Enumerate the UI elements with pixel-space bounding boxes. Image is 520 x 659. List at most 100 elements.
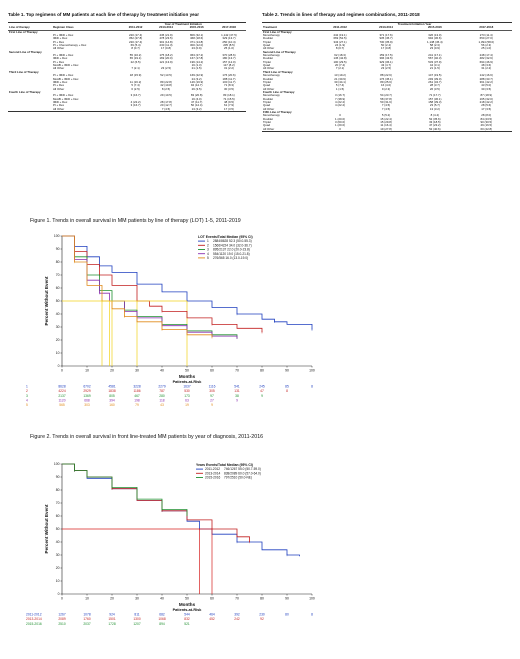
x-tick-label: 40 bbox=[160, 369, 164, 373]
value-cell: 167 (17.8) bbox=[190, 56, 204, 61]
table-row: Triplet 100 (29.5) 329 (36.1) 533 (37.9) 694… bbox=[262, 59, 512, 64]
x-tick-label: 20 bbox=[110, 597, 114, 601]
table-row: MoAB + IMiD + Dex 24 (3.2) 188 (11.7) bbox=[8, 77, 246, 81]
x-axis-label: Months bbox=[179, 374, 196, 379]
table-row: Triplet 30 (44.1) 89 (25.6) 261 (34.7) 361 (… bbox=[262, 79, 512, 84]
value-cell: 22 (6.5) bbox=[130, 59, 141, 64]
value-cell: 4 (22.2) bbox=[335, 99, 346, 104]
value-cell: 71 (15.5) bbox=[223, 96, 235, 101]
table2-group-header: Treatment Initiation Year bbox=[317, 22, 512, 27]
value-cell: 300 (12.0) bbox=[190, 43, 204, 48]
value-cell: 1,394 (58.0) bbox=[478, 39, 495, 44]
x-tick-label: 80 bbox=[260, 597, 264, 601]
y-tick-label: 90 bbox=[56, 475, 60, 479]
y-tick-label: 70 bbox=[56, 501, 60, 505]
at-risk-value: 303 bbox=[84, 403, 90, 407]
regimen-cell: Doublet bbox=[263, 76, 273, 81]
at-risk-value: 1369 bbox=[83, 394, 91, 398]
at-risk-value: 19 bbox=[185, 403, 189, 407]
table-row: Doublet 145 (42.8) 396 (43.5) 567 (40.3) 482… bbox=[262, 56, 512, 61]
at-risk-value: 6702 bbox=[83, 385, 91, 389]
at-risk-value: 92 bbox=[260, 617, 264, 621]
legend-label: 2013-2014 bbox=[205, 471, 220, 475]
table-row: IMiD + Dex 11 (16.2) 89 (22.8) 126 (16.9) 10… bbox=[8, 80, 246, 84]
value-cell: 6 (2.5) bbox=[131, 86, 140, 91]
value-cell: 30 (3.5) bbox=[481, 86, 492, 91]
regimen-cell: PI + IMiD + Dex bbox=[52, 53, 74, 58]
value-cell: 5 (7.4) bbox=[335, 83, 345, 88]
value-cell: 56 (2.3) bbox=[481, 43, 492, 48]
at-risk-value: 242 bbox=[234, 617, 240, 621]
value-cell: 273 (11.4) bbox=[479, 33, 493, 38]
table2-column-header: 2015-2016 bbox=[409, 26, 461, 31]
table-row: All Other 0 19 (27.8) 52 (40.6) 60 (22.8) bbox=[262, 127, 512, 132]
x-tick-label: 90 bbox=[285, 369, 289, 373]
value-cell: 89 (25.6) bbox=[380, 79, 392, 84]
value-cell: 50 (31.6) bbox=[380, 99, 392, 104]
value-cell: 147 (19.5) bbox=[428, 73, 442, 78]
table-row: PI + IMiD + Dex 55 (16.2) 175 (18.2) 363 (2… bbox=[8, 53, 246, 58]
value-cell: 248 (17.4) bbox=[479, 53, 493, 58]
legend-value: 895/2137 22.0 (20.0-23.8) bbox=[213, 248, 250, 252]
x-tick-label: 100 bbox=[309, 597, 315, 601]
value-cell: 61 (7.9) bbox=[223, 103, 234, 108]
at-risk-value: 787 bbox=[159, 389, 165, 393]
regimen-cell: Quad bbox=[263, 83, 271, 88]
table-row: IMiD + Dex 352 (27.8) 478 (23.5) 468 (18.6)… bbox=[8, 37, 246, 41]
value-cell: 293 (39.0) bbox=[428, 76, 442, 81]
value-cell: 58 (2.3) bbox=[429, 43, 440, 48]
at-risk-value: 8 bbox=[311, 613, 313, 617]
regimen-cell: PI + IMiD + Dex bbox=[52, 73, 74, 78]
at-risk-value: 924 bbox=[109, 613, 115, 617]
table-row: IMiD + Dex 65 (19.1) 169 (20.0) 167 (17.8) 1… bbox=[8, 56, 246, 61]
value-cell: 48 (3.6) bbox=[481, 63, 492, 68]
x-tick-label: 10 bbox=[85, 369, 89, 373]
value-cell: 371 (14.8) bbox=[190, 39, 204, 44]
table1-section-header: Fourth Line of Therapy bbox=[9, 89, 41, 94]
y-tick-label: 10 bbox=[56, 579, 60, 583]
value-cell: 1 (20.0) bbox=[335, 123, 346, 128]
at-risk-value: 1078 bbox=[83, 613, 91, 617]
survival-curve-2013-2014 bbox=[62, 463, 250, 542]
table-row: PI + Chemotherapy + Dex 69 (5.4) 230 (11.3… bbox=[8, 43, 246, 48]
at-risk-value: 38 bbox=[235, 394, 239, 398]
value-cell bbox=[120, 107, 151, 112]
table1-column-header: 2011-2012 bbox=[120, 26, 151, 31]
y-tick-label: 100 bbox=[54, 462, 60, 466]
value-cell: 28 (3.7) bbox=[429, 83, 440, 88]
regimen-cell: Triplet bbox=[263, 59, 271, 64]
value-cell: 180 (13.7) bbox=[222, 56, 236, 61]
regimen-cell: Triplet bbox=[263, 79, 271, 84]
regimen-cell: Doublet bbox=[263, 116, 273, 121]
value-cell: 363 (27.2) bbox=[190, 53, 204, 58]
value-cell: 47 (23.2) bbox=[429, 123, 441, 128]
value-cell: 241 (17.1) bbox=[428, 53, 442, 58]
value-cell: 25 (1.0) bbox=[481, 46, 492, 51]
legend-label: 2011-2012 bbox=[205, 467, 220, 471]
figure1-chart: 0 10 20 30 40 50 60 70 80 90 100 0 10 20 30 40 50 60 70 80 9… bbox=[26, 234, 315, 407]
value-cell: 84 (23.5) bbox=[480, 116, 493, 121]
y-tick-label: 30 bbox=[56, 325, 60, 329]
value-cell: 69 (5.4) bbox=[130, 43, 141, 48]
table1: Year of Treatment Initiation Line of ther… bbox=[8, 22, 246, 112]
table-row: Quad 24 (1.9) 50 (2.4) 58 (2.3) 56 (2.3) bbox=[262, 43, 512, 48]
x-tick-label: 10 bbox=[85, 597, 89, 601]
y-tick-label: 60 bbox=[56, 286, 60, 290]
value-cell: 23 (0.9) bbox=[191, 46, 202, 51]
value-cell: 21 (1.5) bbox=[191, 66, 202, 71]
x-tick-label: 0 bbox=[61, 369, 63, 373]
value-cell: 396 (43.5) bbox=[379, 56, 393, 61]
value-cell: 25 (1.0) bbox=[223, 46, 234, 51]
at-risk-value: 467 bbox=[134, 394, 140, 398]
at-risk-value: 79 bbox=[135, 403, 139, 407]
at-risk-value: 9 bbox=[261, 394, 263, 398]
value-cell: 17 (0.8) bbox=[161, 46, 172, 51]
value-cell: 7 (38.9) bbox=[335, 96, 346, 101]
regimen-cell: All Other bbox=[263, 106, 275, 111]
at-risk-group-label: 2013-2014 bbox=[26, 617, 42, 621]
legend-label: 2015-2016 bbox=[205, 476, 220, 480]
value-cell: 21 (30.9) bbox=[334, 76, 346, 81]
value-cell: 28 (5.6) bbox=[481, 103, 492, 108]
legend-value: 797/2510 (50.0-NE) bbox=[224, 476, 252, 480]
value-cell: 7 (2.1) bbox=[335, 66, 345, 71]
